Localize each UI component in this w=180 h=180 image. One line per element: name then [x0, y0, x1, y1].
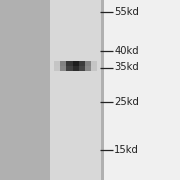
Text: 25kd: 25kd — [114, 97, 139, 107]
Bar — [0, 0, 104, 180]
Bar — [54, 61, 60, 71]
Bar — [60, 61, 66, 71]
Bar — [85, 61, 91, 66]
Bar — [79, 61, 85, 71]
Bar — [66, 61, 73, 71]
Text: 40kd: 40kd — [114, 46, 139, 56]
Bar — [73, 61, 79, 71]
Bar — [85, 61, 91, 71]
Bar — [73, 61, 79, 66]
Bar — [79, 61, 85, 66]
Bar — [91, 61, 97, 71]
Text: 15kd: 15kd — [114, 145, 139, 155]
Bar — [91, 61, 97, 66]
Text: 55kd: 55kd — [114, 7, 139, 17]
Bar — [60, 61, 66, 66]
Bar — [66, 61, 73, 66]
Text: 35kd: 35kd — [114, 62, 139, 73]
Bar — [50, 0, 101, 180]
Bar — [54, 61, 60, 66]
